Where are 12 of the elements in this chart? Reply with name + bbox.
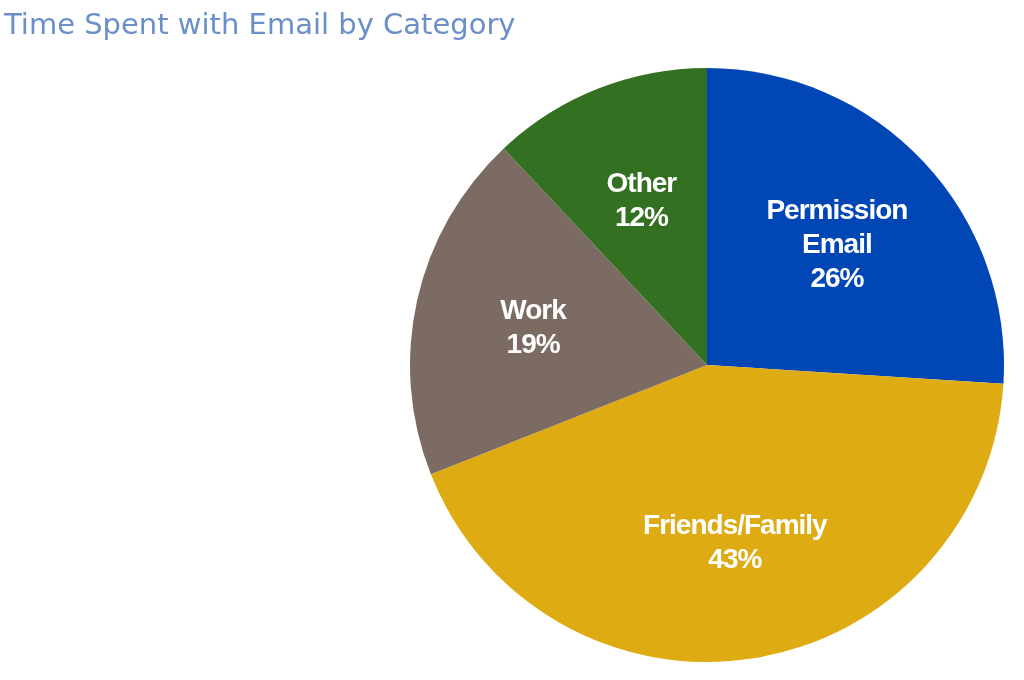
- slice-label: Permission Email: [766, 193, 908, 259]
- slice-label: Friends/Family: [643, 508, 829, 540]
- pie-slice: [410, 148, 707, 475]
- chart-title: Time Spent with Email by Category: [3, 7, 516, 41]
- data-label: 12%: [614, 200, 670, 232]
- pie-slice: [430, 365, 1004, 662]
- data-label: 19%: [506, 327, 561, 359]
- data-label: 26%: [810, 261, 865, 293]
- slice-label: Other: [606, 166, 678, 198]
- pie-slice: [707, 68, 1004, 384]
- data-label: 43%: [708, 542, 763, 574]
- slice-label: Work: [500, 293, 568, 325]
